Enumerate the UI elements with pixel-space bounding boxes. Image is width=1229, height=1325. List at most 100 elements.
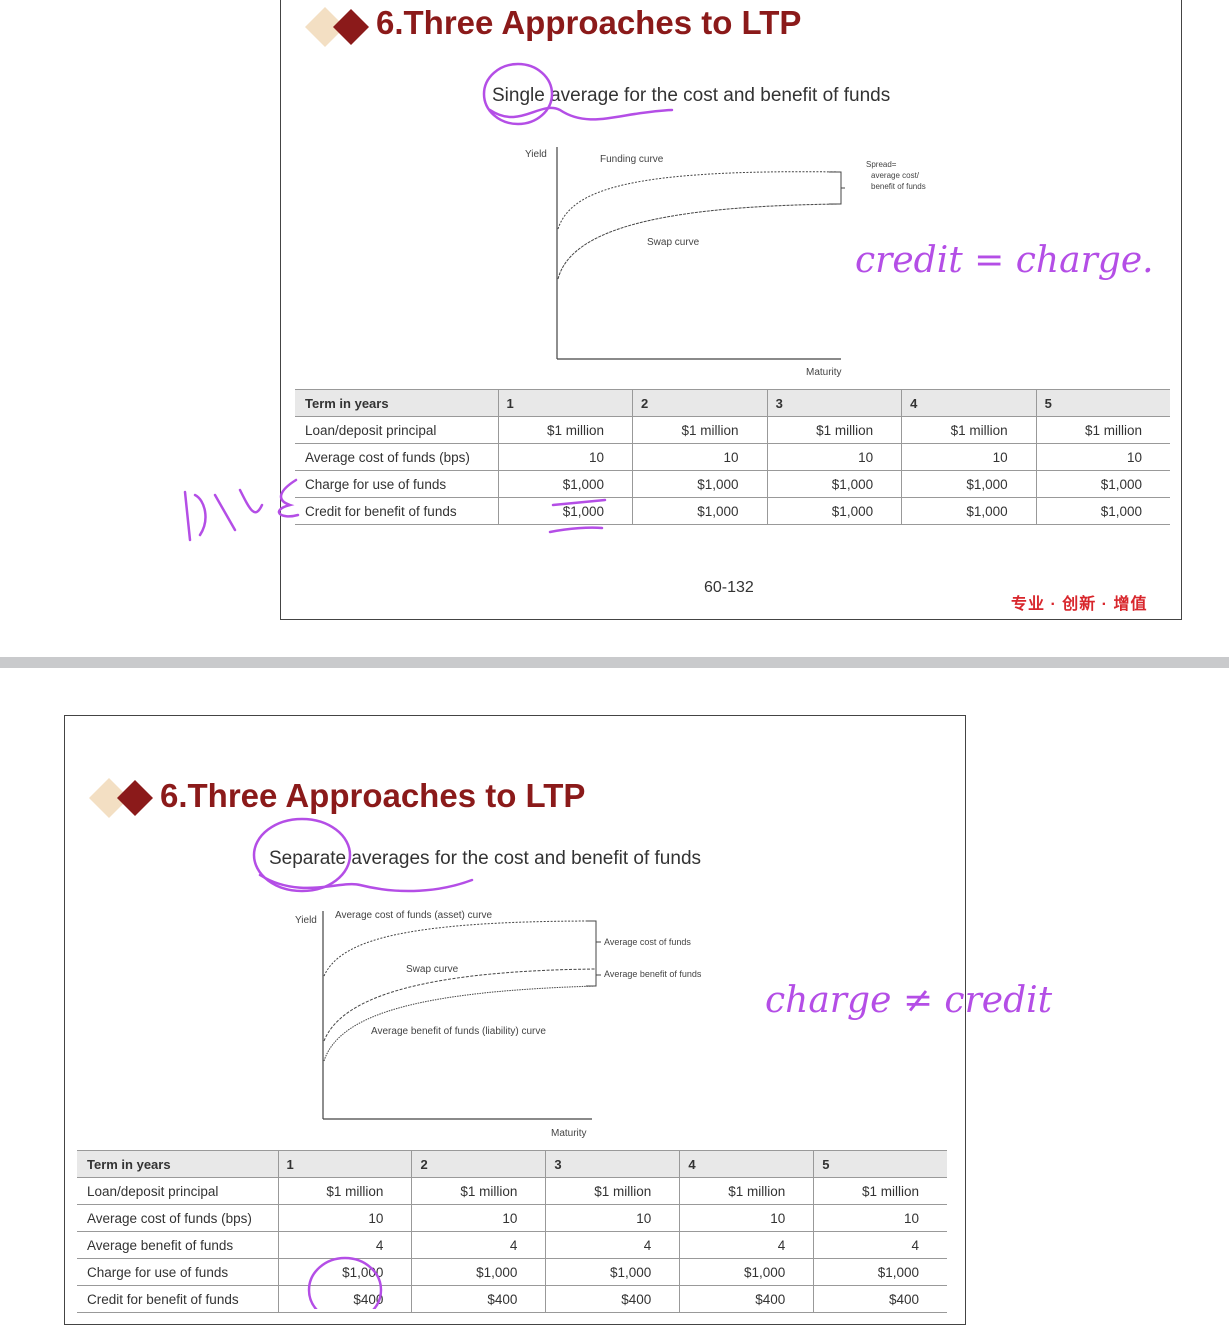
value-cell: $1 million [767,416,903,444]
value-cell: $1 million [278,1177,413,1205]
value-cell: 10 [632,443,768,471]
row-label: Charge for use of funds [295,470,499,498]
slide-title: 6.Three Approaches to LTP [160,777,586,814]
value-cell: 4 [278,1231,413,1259]
swap-curve-label: Swap curve [647,237,700,248]
diamond-bullet-icon [89,778,153,818]
svg-text:Average cost of funds: Average cost of funds [604,937,691,947]
value-cell: $1,000 [498,470,634,498]
svg-text:Average cost of funds (asset): Average cost of funds (asset) curve [335,910,493,921]
slide-title: 6.Three Approaches to LTP [376,4,802,41]
value-cell: $1 million [901,416,1037,444]
value-cell: $1,000 [813,1258,947,1286]
value-cell: $400 [278,1285,413,1313]
header-cell: Term in years [295,389,499,417]
header-cell: 5 [1036,389,1170,417]
row-label: Loan/deposit principal [295,416,499,444]
value-cell: $400 [679,1285,815,1313]
value-cell: 10 [278,1204,413,1232]
slide-separate-averages: 6.Three Approaches to LTP Separate avera… [64,715,966,1325]
row-label: Average cost of funds (bps) [295,443,499,471]
value-cell: $1,000 [767,470,903,498]
slide-single-average: 6.Three Approaches to LTP Single average… [280,0,1182,620]
table-header-row: Term in years 1 2 3 4 5 [77,1150,947,1178]
value-cell: $1,000 [632,470,768,498]
table-row: Average cost of funds (bps) 10 10 10 10 10 [77,1204,947,1232]
value-cell: 4 [545,1231,681,1259]
value-cell: $1,000 [498,497,634,525]
row-label: Charge for use of funds [77,1258,279,1286]
header-cell: 2 [411,1150,547,1178]
page-separator [0,657,1229,668]
table-row: Loan/deposit principal $1 million $1 milli… [77,1177,947,1205]
value-cell: $400 [411,1285,547,1313]
svg-text:Spread=: Spread= [866,160,897,169]
table-row: Average benefit of funds 4 4 4 4 4 [77,1231,947,1259]
value-cell: $1,000 [767,497,903,525]
row-label: Average cost of funds (bps) [77,1204,279,1232]
value-cell: 4 [679,1231,815,1259]
row-label: Credit for benefit of funds [295,497,499,525]
value-cell: $1,000 [1036,470,1170,498]
value-cell: 10 [901,443,1037,471]
funding-curve-label: Funding curve [600,154,664,165]
ltp-table-separate: Term in years 1 2 3 4 5 Loan/deposit principal… [77,1150,947,1313]
slide-subtitle: Single average for the cost and benefit … [492,85,891,106]
svg-text:Yield: Yield [295,915,317,926]
header-cell: 5 [813,1150,947,1178]
header-cell: 4 [679,1150,815,1178]
value-cell: 10 [545,1204,681,1232]
value-cell: $400 [813,1285,947,1313]
value-cell: 10 [767,443,903,471]
table-row: Credit for benefit of funds $1,000 $1,000 $… [295,497,1170,525]
brand-logo: 专业 · 创新 · 增值 [1011,596,1148,613]
value-cell: $1 million [498,416,634,444]
header-cell: 3 [545,1150,681,1178]
value-cell: $1,000 [901,497,1037,525]
header-cell: 1 [498,389,634,417]
table-header-row: Term in years 1 2 3 4 5 [295,389,1170,417]
value-cell: 10 [679,1204,815,1232]
value-cell: $1,000 [411,1258,547,1286]
swap-curve [557,203,842,280]
header-cell: 3 [767,389,903,417]
value-cell: 4 [813,1231,947,1259]
yield-curve-diagram: Yield Maturity Average cost of funds (as… [295,910,702,1139]
slide-subtitle: Separate averages for the cost and benef… [269,848,702,869]
funding-curve [557,171,842,230]
ltp-table-single: Term in years 1 2 3 4 5 Loan/deposit principal… [295,389,1170,525]
handwritten-note: credit = charge. [855,240,1154,281]
svg-text:average cost/: average cost/ [871,171,920,180]
handwritten-note: charge ≠ credit [765,980,1053,1021]
value-cell: $1 million [411,1177,547,1205]
value-cell: 4 [411,1231,547,1259]
diamond-bullet-icon [305,7,369,47]
table-row: Charge for use of funds $1,000 $1,000 $1,00… [77,1258,947,1286]
value-cell: 10 [1036,443,1170,471]
value-cell: $1,000 [679,1258,815,1286]
svg-text:benefit of funds: benefit of funds [871,182,926,191]
row-label: Credit for benefit of funds [77,1285,279,1313]
value-cell: $1,000 [632,497,768,525]
value-cell: $1 million [632,416,768,444]
value-cell: 10 [498,443,634,471]
value-cell: $1,000 [901,470,1037,498]
svg-text:Average benefit of funds: Average benefit of funds [604,969,702,979]
value-cell: $1,000 [545,1258,681,1286]
table-row: Average cost of funds (bps) 10 10 10 10 10 [295,443,1170,471]
table-row: Loan/deposit principal $1 million $1 milli… [295,416,1170,444]
row-label: Loan/deposit principal [77,1177,279,1205]
row-label: Average benefit of funds [77,1231,279,1259]
value-cell: $1 million [545,1177,681,1205]
svg-text:Maturity: Maturity [551,1128,587,1139]
header-cell: 4 [901,389,1037,417]
header-cell: Term in years [77,1150,279,1178]
x-axis-label: Maturity [806,367,842,378]
value-cell: $1 million [1036,416,1170,444]
value-cell: $1,000 [278,1258,413,1286]
svg-text:Average benefit of funds (liab: Average benefit of funds (liability) cur… [371,1026,546,1037]
yield-curve-diagram: Yield Maturity Funding curve Swap curve … [525,147,926,378]
value-cell: $400 [545,1285,681,1313]
value-cell: $1 million [813,1177,947,1205]
y-axis-label: Yield [525,149,547,160]
